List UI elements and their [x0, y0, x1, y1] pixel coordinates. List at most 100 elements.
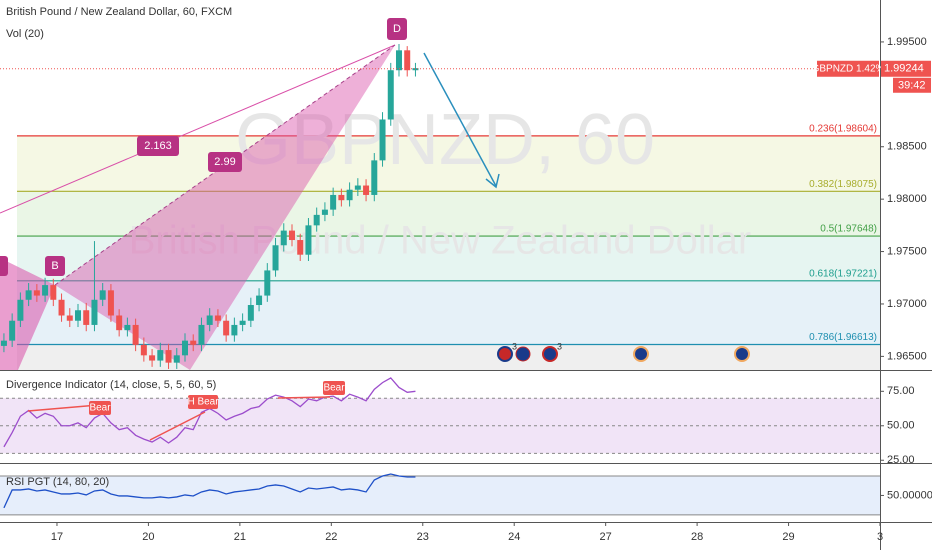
candle-body [404, 50, 411, 71]
candle-body [0, 340, 7, 346]
candle-body [338, 194, 345, 201]
symbol-label: GBPNZD 1.42% [812, 63, 885, 74]
candle-body [280, 230, 287, 246]
arrow-line [423, 52, 497, 187]
candle-body [149, 355, 156, 361]
candle-body [132, 324, 139, 345]
ratio-box [208, 152, 242, 172]
candle-body [239, 320, 246, 325]
indicator-line [3, 473, 416, 509]
price-box [881, 60, 931, 77]
x-tick-label: 17 [51, 531, 63, 543]
annotation-box [323, 381, 345, 395]
candle-body [83, 310, 90, 325]
event-badge: 3 [512, 341, 517, 351]
fib-band [17, 280, 880, 345]
pattern-point: D [393, 23, 401, 35]
candle-body [25, 290, 32, 300]
candle-body [9, 320, 16, 341]
y-tick-label: 75.00 [887, 385, 915, 397]
event-flag[interactable] [734, 346, 750, 362]
candle-body [58, 299, 65, 316]
candle-body [157, 350, 164, 361]
candle-body [387, 70, 394, 120]
annotation: H Bear [187, 397, 219, 408]
events: 3 3 [497, 341, 750, 362]
event-flag[interactable] [497, 346, 513, 362]
event-flag[interactable] [633, 346, 649, 362]
candle-body [66, 315, 73, 321]
candle-body [288, 230, 295, 241]
annotation-box [188, 395, 218, 409]
candle-body [247, 305, 254, 321]
candle-body [379, 119, 386, 161]
y-tick-label: 1.98500 [887, 141, 927, 153]
candle-body [173, 355, 180, 363]
candle-body [313, 214, 320, 226]
x-tick-label: 28 [691, 531, 703, 543]
countdown: 39:42 [898, 80, 926, 92]
candle-body [297, 240, 304, 255]
event-flag[interactable] [542, 346, 558, 362]
pattern-d-box [387, 18, 407, 40]
pattern-xd [0, 44, 396, 214]
candle-body [256, 295, 263, 306]
watermark-name: British Pound / New Zealand Dollar [129, 219, 752, 263]
candle-body [99, 290, 106, 300]
fib-band [17, 236, 880, 281]
candle-body [214, 315, 221, 321]
x-tick-label: 24 [508, 531, 520, 543]
pattern-xab [0, 258, 55, 370]
candle-body [124, 324, 131, 331]
candle-body [75, 310, 82, 321]
candle-body [116, 315, 123, 331]
event-flag[interactable] [515, 346, 531, 362]
fib-band [17, 191, 880, 237]
candle-body [264, 270, 271, 296]
pattern-b-box [45, 256, 65, 276]
y-tick-label: 1.97500 [887, 245, 927, 257]
x-tick-label: 3 [877, 531, 883, 543]
annotation: Bear [323, 383, 345, 394]
fib-label: 0.236(1.98604) [809, 123, 877, 134]
pattern-bcd [55, 45, 395, 370]
candle-body [17, 299, 24, 321]
annotation-box [89, 401, 111, 415]
candles [0, 44, 419, 369]
candle-body [165, 350, 172, 363]
candle-body [140, 344, 147, 356]
volume-label: Vol (20) [6, 28, 44, 40]
header-title: British Pound / New Zealand Dollar, 60, … [6, 6, 232, 18]
candle-body [321, 209, 328, 215]
candle-body [412, 68, 419, 71]
x-tick-label: 22 [325, 531, 337, 543]
annotation: Bear [89, 403, 111, 414]
y-tick-label: 1.97000 [887, 298, 927, 310]
event-badge: 3 [557, 341, 562, 351]
y-tick-label: 1.99500 [887, 36, 927, 48]
ratio-box [137, 136, 179, 156]
fib-label: 0.382(1.98075) [809, 179, 877, 190]
symbol-box [817, 60, 879, 77]
y-tick-label: 50.00 [887, 420, 915, 432]
fib-label: 0.5(1.97648) [820, 224, 877, 235]
candle-body [363, 185, 370, 195]
candle-body [190, 340, 197, 345]
candle-body [305, 225, 312, 255]
pattern-point: B [51, 260, 58, 272]
pattern-ratio: 2.99 [214, 156, 235, 168]
x-tick-label: 23 [417, 531, 429, 543]
y-tick-label: 1.98000 [887, 193, 927, 205]
x-tick-label: 29 [782, 531, 794, 543]
x-tick-label: 27 [600, 531, 612, 543]
harmonic-pattern: B D 2.163 2.99 [0, 18, 407, 370]
candle-body [206, 315, 213, 325]
price-label: 1.99244 [884, 63, 924, 75]
fib-label: 0.618(1.97221) [809, 268, 877, 279]
candle-body [330, 194, 337, 210]
pattern-x-box [0, 256, 8, 276]
candle-body [91, 299, 98, 325]
candle-body [272, 245, 279, 271]
y-tick-label: 1.96500 [887, 350, 927, 362]
